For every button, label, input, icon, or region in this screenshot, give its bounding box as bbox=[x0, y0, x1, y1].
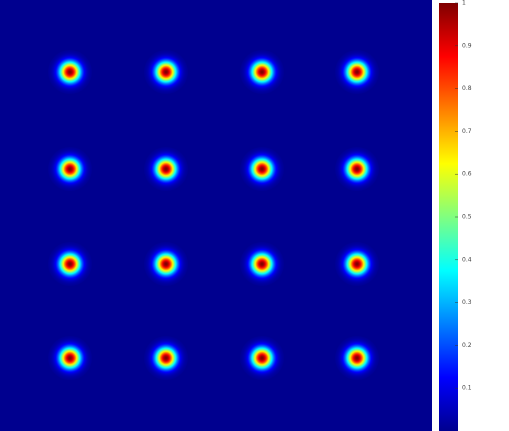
heat-spot bbox=[48, 50, 92, 94]
heat-spot bbox=[48, 336, 92, 380]
heat-spot bbox=[240, 50, 284, 94]
colorbar bbox=[439, 3, 458, 431]
heat-spot bbox=[335, 242, 379, 286]
heat-spot bbox=[335, 147, 379, 191]
heat-spot bbox=[335, 50, 379, 94]
heat-spot bbox=[335, 336, 379, 380]
heat-spot bbox=[240, 147, 284, 191]
colorbar-tick-label: 0.1 bbox=[462, 385, 472, 392]
heat-spot bbox=[240, 336, 284, 380]
heat-spot bbox=[48, 242, 92, 286]
heat-spot bbox=[144, 242, 188, 286]
colorbar-tick-label: 0.4 bbox=[462, 256, 472, 263]
heat-spot bbox=[240, 242, 284, 286]
colorbar-tick-label: 0.2 bbox=[462, 342, 472, 349]
heat-spot bbox=[144, 336, 188, 380]
heat-spot bbox=[144, 50, 188, 94]
colorbar-tick-label: 0.3 bbox=[462, 299, 472, 306]
colorbar-tick-label: 0.6 bbox=[462, 171, 472, 178]
colorbar-tick-label: 0.7 bbox=[462, 128, 472, 135]
heat-spot bbox=[48, 147, 92, 191]
colorbar-tick-label: 0.9 bbox=[462, 42, 472, 49]
heat-spot bbox=[144, 147, 188, 191]
colorbar-tick-label: 0.5 bbox=[462, 214, 472, 221]
colorbar-tick-label: 0.8 bbox=[462, 85, 472, 92]
colorbar-tick-label: 1 bbox=[462, 0, 466, 7]
